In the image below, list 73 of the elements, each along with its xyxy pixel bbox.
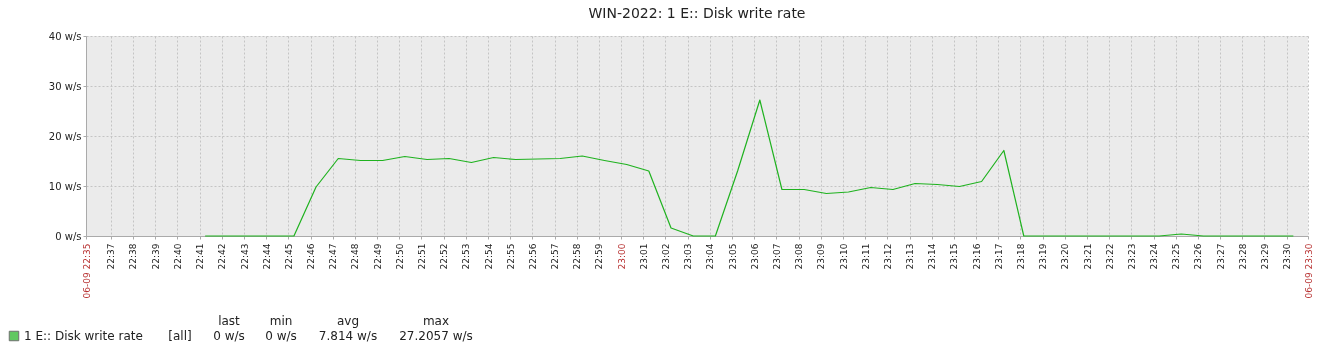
x-tick-label: 23:29 (1259, 243, 1270, 270)
x-tick-label: 23:09 (816, 243, 827, 270)
x-tick-label: 23:02 (660, 243, 671, 270)
x-tick-label: 23:17 (993, 243, 1004, 270)
x-tick-label: 22:52 (439, 243, 450, 270)
x-tick-label: 23:12 (882, 243, 893, 270)
line-series (204, 99, 1294, 237)
x-tick-label: 22:47 (328, 243, 339, 270)
text: avg (336, 314, 360, 328)
x-tick-label: 23:10 (838, 243, 849, 270)
chart-title: WIN-2022: 1 E:: Disk write rate (588, 5, 806, 21)
x-tick-label: 23:11 (860, 243, 871, 270)
x-tick-label: 23:30 (1282, 243, 1293, 270)
text: min (269, 314, 293, 328)
x-tick-label: 23:05 (727, 243, 738, 270)
y-tick-label: 20 w/s (48, 130, 82, 142)
x-tick-label: 23:27 (1215, 243, 1226, 270)
x-tick-label: 22:39 (150, 243, 161, 270)
x-tick-label: 22:43 (239, 243, 250, 270)
text: 0 w/s (213, 329, 245, 343)
x-tick-label: 23:19 (1038, 243, 1049, 270)
x-tick-label: 23:13 (905, 243, 916, 270)
x-tick-label: 23:23 (1126, 243, 1137, 270)
x-tick-label: 23:03 (683, 243, 694, 270)
x-tick-label: 22:53 (461, 243, 472, 270)
y-tick-label: 30 w/s (48, 80, 82, 92)
x-tick-label: 22:40 (172, 243, 183, 270)
x-tick-label: 22:41 (195, 243, 206, 270)
x-tick-label: 23:04 (705, 243, 716, 270)
text: 27.2057 w/s (399, 329, 473, 343)
x-tick-label: 23:00 (616, 243, 627, 270)
x-tick-label: 23:07 (771, 243, 782, 270)
x-tick-label: 23:08 (794, 243, 805, 270)
x-tick-label: 23:26 (1193, 243, 1204, 270)
text: 7.814 w/s (318, 329, 378, 343)
x-tick-label: 22:51 (416, 243, 427, 270)
x-tick-label: 23:15 (949, 243, 960, 270)
x-tick-label: 23:18 (1015, 243, 1026, 270)
x-tick-label: 23:16 (971, 243, 982, 270)
x-tick-label: 23:25 (1171, 243, 1182, 270)
x-tick-label: 22:49 (372, 243, 383, 270)
x-tick-label: 22:50 (394, 243, 405, 270)
x-tick-label: 22:48 (350, 243, 361, 270)
x-tick-label: 22:38 (128, 243, 139, 270)
x-tick-label: 06-09 23:30 (1303, 243, 1314, 299)
x-tick-label: 23:14 (927, 243, 938, 270)
x-tick-label: 23:24 (1149, 243, 1160, 270)
x-tick-label: 23:28 (1237, 243, 1248, 270)
x-tick-label: 22:54 (483, 243, 494, 270)
x-tick-label: 22:46 (306, 243, 317, 270)
legend-label: 1 E:: Disk write rate (24, 329, 143, 343)
x-tick-label: 22:58 (572, 243, 583, 270)
text: [all] (168, 329, 192, 343)
x-tick-label: 22:44 (261, 243, 272, 270)
x-tick-label: 22:59 (594, 243, 605, 270)
x-tick-label: 22:45 (283, 243, 294, 270)
y-tick-label: 40 w/s (48, 30, 82, 42)
x-tick-label: 22:42 (217, 243, 228, 270)
text: last (218, 314, 241, 328)
text: 0 w/s (265, 329, 297, 343)
y-tick-label: 10 w/s (48, 180, 82, 192)
x-tick-label: 23:22 (1104, 243, 1115, 270)
x-tick-label: 23:21 (1082, 243, 1093, 270)
x-tick-label: 22:57 (550, 243, 561, 270)
x-tick-label: 06-09 22:35 (81, 243, 92, 299)
x-tick-label: 22:55 (505, 243, 516, 270)
x-tick-label: 23:20 (1060, 243, 1071, 270)
y-tick-label: 0 w/s (55, 230, 82, 242)
x-tick-label: 22:37 (106, 243, 117, 270)
x-tick-label: 23:01 (638, 243, 649, 270)
x-tick-label: 23:06 (749, 243, 760, 270)
text: max (422, 314, 450, 328)
x-tick-label: 22:56 (527, 243, 538, 270)
